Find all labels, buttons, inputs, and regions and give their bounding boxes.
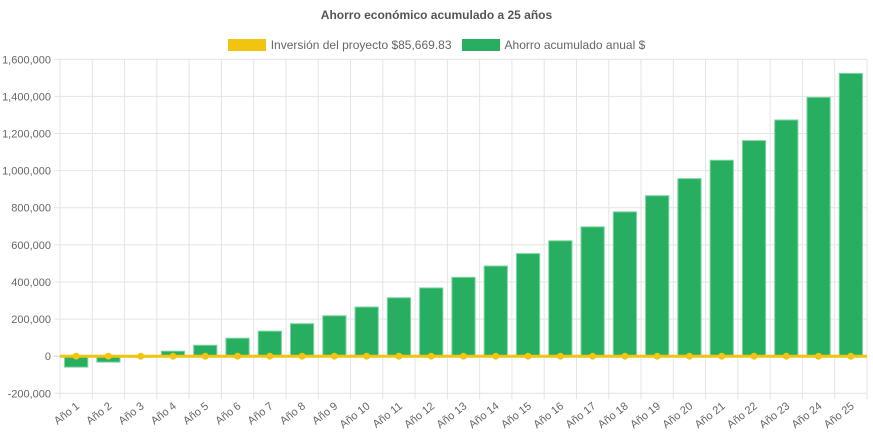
- bar-año-12: [419, 287, 444, 357]
- x-tick-label: Año 2: [84, 400, 114, 427]
- x-tick-label: Año 4: [149, 400, 179, 427]
- x-tick-label: Año 5: [181, 400, 211, 427]
- bar-año-16: [548, 240, 573, 357]
- bar-año-9: [322, 315, 347, 357]
- x-tick-label: Año 12: [402, 400, 437, 431]
- investment-point: [492, 352, 500, 360]
- bar-año-17: [580, 226, 605, 357]
- legend-swatch-savings: [461, 39, 500, 51]
- investment-point: [556, 352, 564, 360]
- y-tick-label: 200,000: [11, 314, 51, 326]
- investment-point: [815, 352, 823, 360]
- x-tick-label: Año 20: [660, 400, 695, 431]
- y-tick-label: 400,000: [11, 277, 51, 289]
- y-tick-label: 0: [45, 351, 51, 363]
- x-tick-label: Año 18: [596, 400, 631, 431]
- y-tick-label: 1,400,000: [2, 91, 51, 103]
- bar-año-18: [612, 211, 638, 357]
- investment-point: [782, 352, 790, 360]
- x-tick-label: Año 6: [213, 400, 243, 427]
- bar-año-15: [515, 253, 541, 357]
- investment-point: [234, 352, 242, 360]
- investment-point: [266, 352, 274, 360]
- bar-año-7: [257, 330, 282, 357]
- bar-año-24: [806, 96, 831, 357]
- bar-año-13: [451, 276, 476, 357]
- investment-point: [395, 352, 403, 360]
- bar-año-22: [741, 140, 767, 357]
- x-tick-label: Año 8: [278, 400, 308, 427]
- investment-point: [104, 352, 112, 360]
- bar-año-19: [645, 195, 670, 357]
- bar-año-25: [838, 72, 863, 357]
- chart-title: Ahorro económico acumulado a 25 años: [320, 8, 553, 22]
- investment-point: [750, 352, 758, 360]
- y-tick-label: -200,000: [8, 388, 51, 400]
- investment-point: [653, 352, 661, 360]
- investment-point: [427, 352, 435, 360]
- bar-año-14: [483, 265, 508, 357]
- legend-swatch-investment: [227, 39, 266, 51]
- legend: Inversión del proyecto $85,669.83 Ahorro…: [0, 38, 873, 52]
- investment-point: [718, 352, 726, 360]
- x-tick-label: Año 15: [499, 400, 534, 431]
- legend-item-savings[interactable]: Ahorro acumulado anual $: [461, 38, 646, 52]
- investment-point: [621, 352, 629, 360]
- investment-point: [137, 352, 145, 360]
- bar-año-23: [774, 119, 799, 357]
- x-tick-label: Año 10: [338, 400, 373, 431]
- x-tick-label: Año 22: [725, 400, 760, 431]
- investment-point: [72, 352, 80, 360]
- bar-año-11: [386, 297, 412, 357]
- x-tick-label: Año 9: [310, 400, 340, 427]
- investment-point: [847, 352, 855, 360]
- x-tick-label: Año 7: [246, 400, 276, 427]
- x-tick-label: Año 23: [757, 400, 792, 431]
- x-tick-label: Año 14: [467, 400, 502, 431]
- investment-point: [169, 352, 177, 360]
- y-tick-label: 1,600,000: [2, 54, 51, 66]
- investment-point: [298, 352, 306, 360]
- y-tick-label: 600,000: [11, 240, 51, 252]
- legend-label-savings: Ahorro acumulado anual $: [504, 38, 646, 52]
- investment-point: [685, 352, 693, 360]
- legend-label-investment: Inversión del proyecto $85,669.83: [270, 38, 452, 52]
- x-tick-label: Año 11: [371, 400, 405, 430]
- x-tick-label: Año 17: [564, 400, 599, 431]
- legend-item-investment[interactable]: Inversión del proyecto $85,669.83: [227, 38, 452, 52]
- x-tick-label: Año 21: [693, 400, 728, 431]
- bar-año-10: [354, 306, 379, 357]
- x-tick-label: Año 3: [117, 400, 147, 427]
- x-tick-label: Año 16: [531, 400, 566, 431]
- x-tick-label: Año 19: [628, 400, 663, 431]
- investment-point: [363, 352, 371, 360]
- bar-año-21: [709, 159, 734, 357]
- investment-point: [330, 352, 338, 360]
- bar-año-8: [289, 323, 315, 357]
- bar-año-20: [677, 178, 702, 357]
- x-tick-label: Año 13: [434, 400, 469, 431]
- y-tick-label: 1,000,000: [2, 166, 51, 178]
- investment-point: [524, 352, 532, 360]
- x-tick-label: Año 1: [52, 400, 82, 427]
- investment-point: [201, 352, 209, 360]
- investment-point: [589, 352, 597, 360]
- investment-point: [460, 352, 467, 360]
- y-tick-label: 800,000: [11, 203, 51, 215]
- y-tick-label: 1,200,000: [2, 129, 51, 141]
- x-tick-label: Año 25: [822, 400, 857, 431]
- x-tick-label: Año 24: [790, 400, 825, 431]
